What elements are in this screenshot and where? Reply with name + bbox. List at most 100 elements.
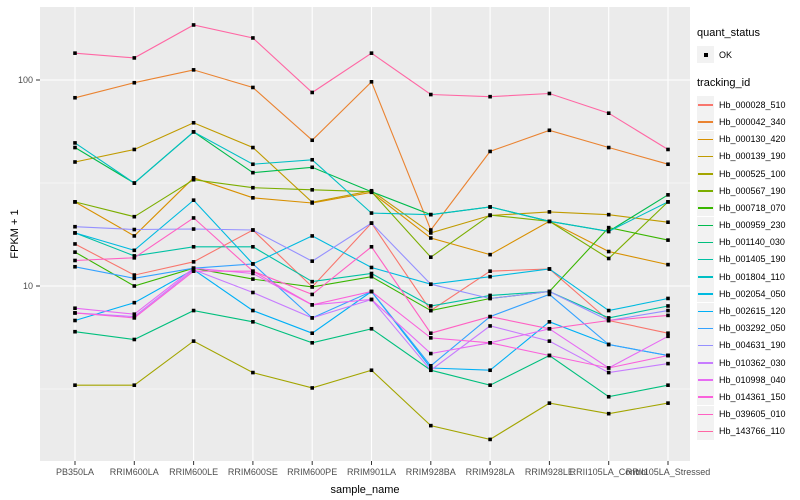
data-point xyxy=(606,225,611,230)
data-point xyxy=(429,228,433,232)
data-point xyxy=(310,200,314,205)
y-axis-title: FPKM + 1 xyxy=(9,209,21,259)
data-point xyxy=(547,326,552,331)
data-point xyxy=(132,248,137,253)
data-point xyxy=(547,320,552,324)
data-point xyxy=(251,370,255,375)
legend-line-icon xyxy=(698,327,713,330)
data-point xyxy=(369,289,374,294)
legend-line-icon xyxy=(698,224,713,227)
legend-title-tracking-id: tracking_id xyxy=(697,77,751,90)
x-tick-label: RRIM600PE xyxy=(287,467,337,477)
data-point xyxy=(666,361,670,366)
data-point xyxy=(132,56,137,60)
data-point xyxy=(547,339,552,343)
data-point xyxy=(488,314,492,319)
data-point xyxy=(429,304,433,308)
data-point xyxy=(606,212,611,217)
data-point xyxy=(132,147,137,152)
data-point xyxy=(310,157,314,162)
data-point xyxy=(429,212,433,217)
data-point xyxy=(369,274,374,279)
data-point xyxy=(132,256,137,260)
legend-item-Hb_001804_110: Hb_001804_110 xyxy=(697,268,799,286)
data-point xyxy=(429,366,433,370)
legend-line-icon xyxy=(698,344,713,347)
legend-line-icon xyxy=(698,276,713,278)
legend-item-Hb_000139_190: Hb_000139_190 xyxy=(697,147,799,165)
data-point xyxy=(310,138,314,143)
data-point xyxy=(547,292,552,297)
data-point xyxy=(429,423,433,428)
data-point xyxy=(429,331,433,336)
data-point xyxy=(666,296,670,301)
legend-item-label: Hb_000567_190 xyxy=(719,185,786,196)
data-point xyxy=(73,383,77,387)
legend-item-label: Hb_000959_230 xyxy=(719,220,786,231)
data-point xyxy=(73,200,77,204)
legend-item-label: Hb_001804_110 xyxy=(719,271,785,282)
data-point xyxy=(251,308,255,313)
data-point xyxy=(191,227,196,231)
legend-line-icon xyxy=(698,155,713,158)
data-point xyxy=(369,244,374,249)
data-point xyxy=(191,339,196,343)
legend-line-icon xyxy=(698,241,713,244)
legend-line-icon xyxy=(698,362,713,364)
x-tick-label: RRIM901LA xyxy=(347,467,396,477)
legend-item-label: Hb_010998_040 xyxy=(719,374,786,385)
data-point xyxy=(310,279,314,284)
legend-key-swatch xyxy=(697,199,714,217)
legend-key-swatch xyxy=(697,113,714,131)
data-point xyxy=(132,276,137,281)
legend-key-swatch xyxy=(697,46,714,64)
data-point xyxy=(488,149,492,154)
data-point xyxy=(666,304,670,308)
legend-item-Hb_001405_190: Hb_001405_190 xyxy=(697,250,799,268)
legend-line-icon xyxy=(698,104,713,106)
data-point xyxy=(429,231,433,235)
legend-item-label: Hb_002054_050 xyxy=(719,288,786,299)
tracking-id-legend-list: Hb_000028_510 Hb_000042_340 Hb_000130_420 H… xyxy=(697,96,799,440)
data-point xyxy=(191,308,196,313)
legend-line-icon xyxy=(698,207,713,209)
data-point xyxy=(191,260,196,264)
data-point xyxy=(606,111,611,115)
data-point xyxy=(251,262,255,266)
x-tick-label: RRIM928LA xyxy=(466,467,515,477)
legend-item-Hb_002054_050: Hb_002054_050 xyxy=(697,285,799,303)
legend-item-quant-ok: OK xyxy=(697,46,799,64)
data-point xyxy=(547,353,552,358)
data-point xyxy=(666,162,670,167)
legend-key-swatch xyxy=(697,233,714,251)
data-point xyxy=(191,269,196,273)
legend-item-label: Hb_000028_510 xyxy=(719,99,786,110)
legend-item-Hb_003292_050: Hb_003292_050 xyxy=(697,319,799,337)
data-point xyxy=(191,177,196,182)
legend-key-swatch xyxy=(697,268,714,286)
point-marker-icon xyxy=(704,53,708,57)
legend-key-swatch xyxy=(697,285,714,303)
data-point xyxy=(606,229,611,234)
data-point xyxy=(488,293,492,298)
data-point xyxy=(666,238,670,242)
data-point xyxy=(429,236,433,240)
data-point xyxy=(488,269,492,273)
data-point xyxy=(369,265,374,270)
data-point xyxy=(73,224,77,229)
legend-item-Hb_000567_190: Hb_000567_190 xyxy=(697,182,799,200)
data-point xyxy=(606,370,611,375)
data-point xyxy=(547,267,552,271)
legend-line-icon xyxy=(698,310,713,313)
data-point xyxy=(429,351,433,356)
legend-item-Hb_000525_100: Hb_000525_100 xyxy=(697,165,799,183)
legend-key-swatch xyxy=(697,422,714,440)
data-point xyxy=(73,141,77,145)
legend-key-swatch xyxy=(697,302,714,320)
legend-item-label: Hb_000130_420 xyxy=(719,134,786,145)
data-point xyxy=(73,242,77,246)
data-point xyxy=(310,285,314,289)
data-point xyxy=(191,120,196,125)
legend-line-icon xyxy=(698,293,713,295)
data-point xyxy=(666,147,670,152)
